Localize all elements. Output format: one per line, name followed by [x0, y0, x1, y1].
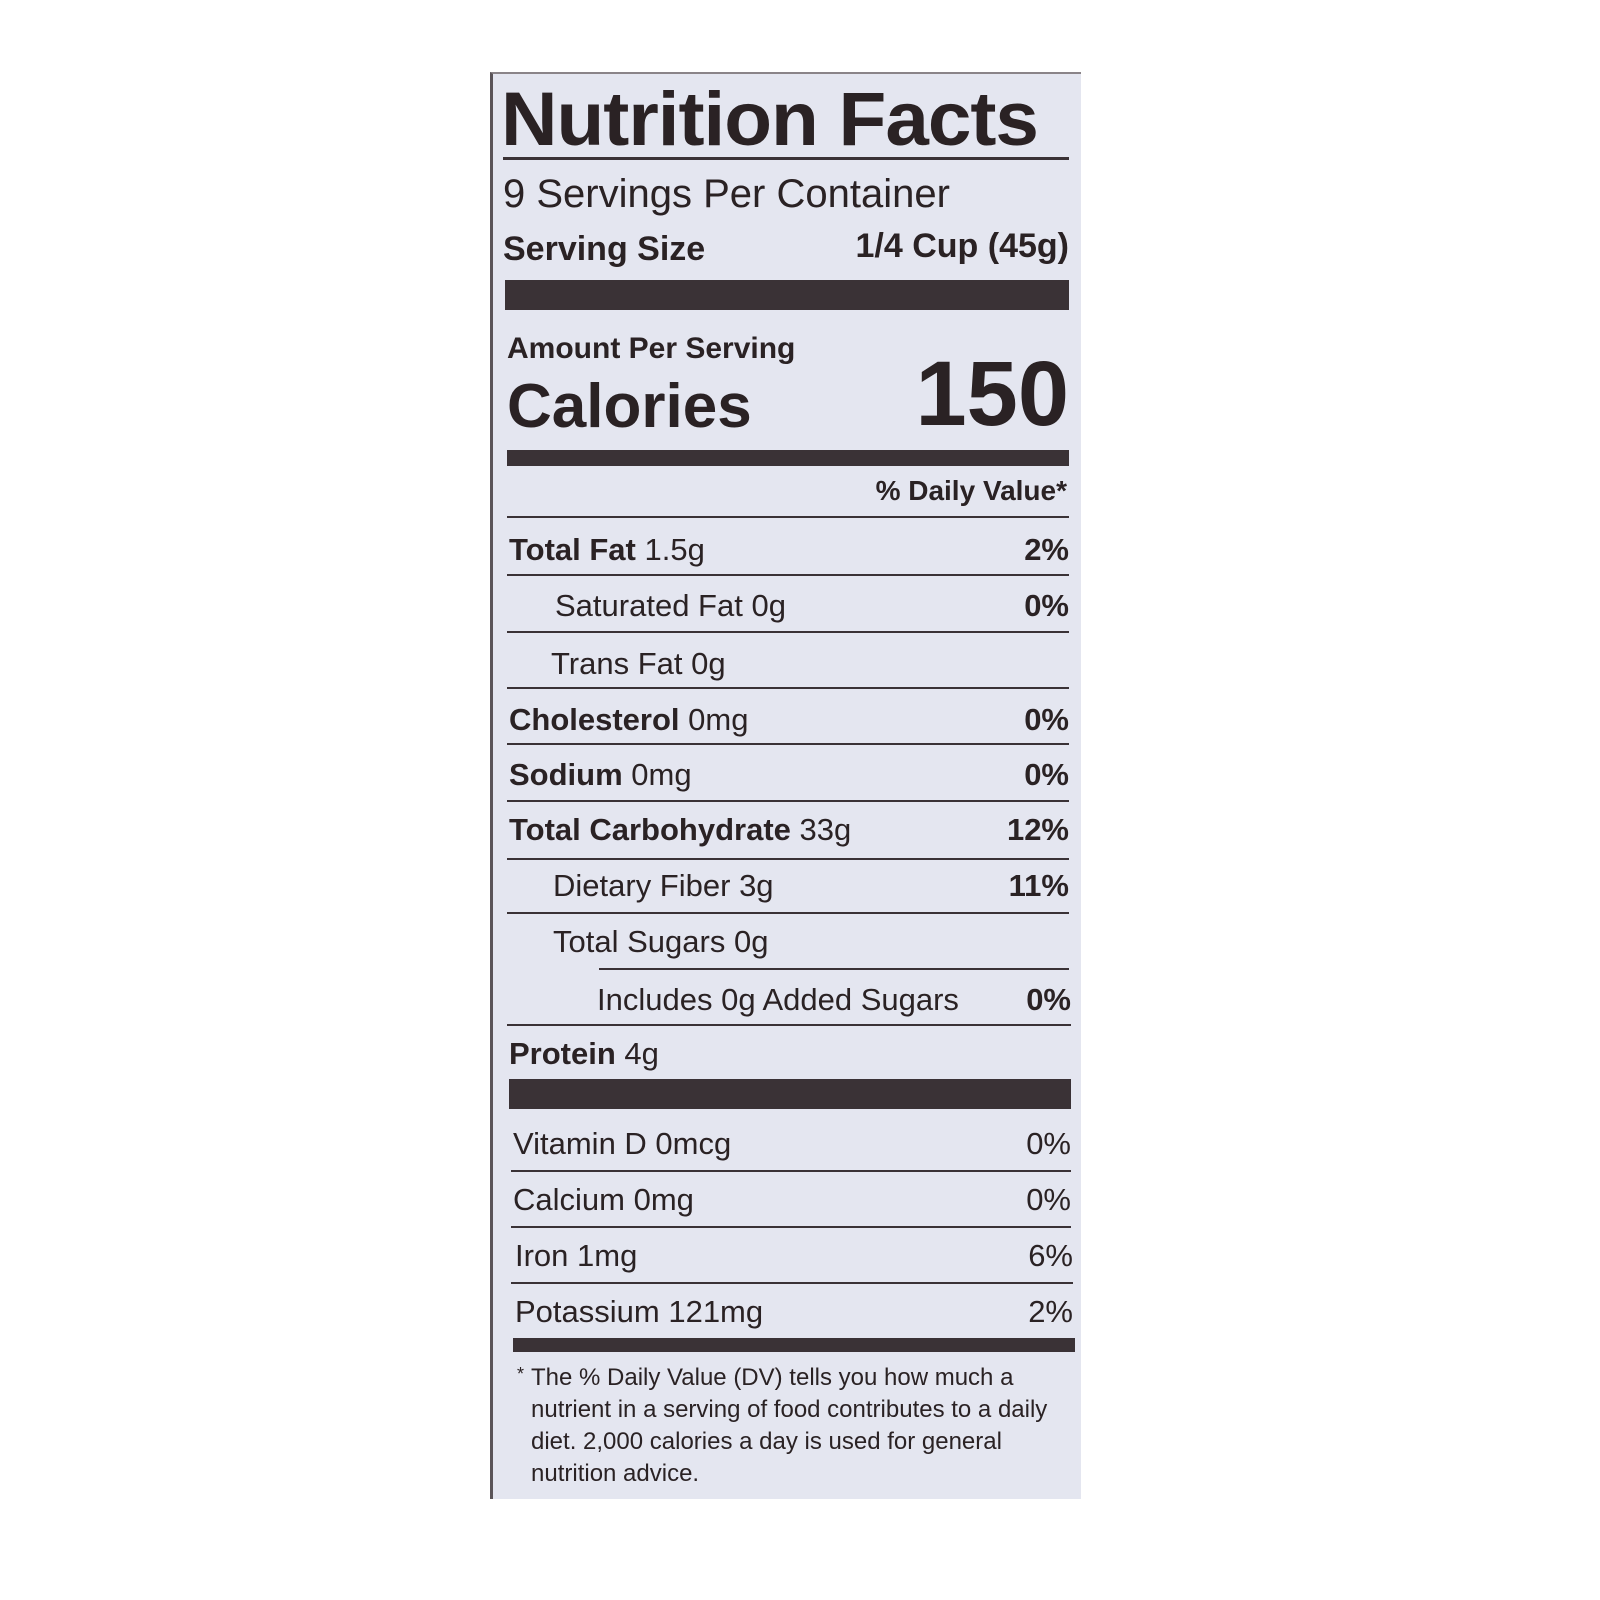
- nutrient-amount: 0g: [691, 646, 726, 681]
- vitamin-row-calcium: Calcium 0mg 0%: [513, 1180, 1071, 1220]
- nutrient-row-total-fat: Total Fat 1.5g 2%: [509, 530, 1069, 570]
- calories-label: Calories: [507, 372, 752, 441]
- nutrient-amount: 0mg: [631, 757, 692, 792]
- divider: [511, 1282, 1073, 1284]
- nutrient-amount: 0mg: [688, 702, 749, 737]
- nutrient-row-total-sugars: Total Sugars 0g: [553, 922, 1069, 962]
- daily-value-header: % Daily Value*: [875, 475, 1067, 506]
- nutrient-name: Total Sugars: [553, 924, 726, 959]
- nutrition-facts-label: Nutrition Facts 9 Servings Per Container…: [490, 72, 1081, 1499]
- divider: [599, 968, 1069, 970]
- nutrient-name: Trans Fat: [551, 646, 683, 681]
- nutrient-dv: 0%: [1024, 588, 1069, 623]
- nutrient-dv: 12%: [1006, 812, 1069, 847]
- nutrient-amount: 4g: [624, 1036, 659, 1071]
- vitamin-name: Iron 1mg: [515, 1238, 638, 1273]
- divider: [507, 516, 1069, 518]
- serving-size-label: Serving Size: [503, 230, 706, 268]
- amount-per-serving: Amount Per Serving: [507, 332, 796, 365]
- nutrient-name: Protein: [509, 1036, 616, 1071]
- nutrient-amount: 33g: [799, 812, 852, 847]
- nutrient-row-added-sugars: Includes 0g Added Sugars 0%: [597, 980, 1071, 1020]
- nutrient-row-saturated-fat: Saturated Fat 0g 0%: [555, 586, 1069, 626]
- thick-divider: [505, 280, 1069, 310]
- nutrient-name: Sodium: [509, 757, 623, 792]
- nutrient-amount: 3g: [739, 868, 774, 903]
- divider: [507, 743, 1069, 745]
- divider: [511, 1170, 1071, 1172]
- vitamin-dv: 2%: [1028, 1294, 1073, 1329]
- nutrient-name: Total Carbohydrate: [509, 812, 791, 847]
- footnote-text: The % Daily Value (DV) tells you how muc…: [531, 1364, 1048, 1487]
- nutrient-row-total-carbohydrate: Total Carbohydrate 33g 12%: [509, 810, 1069, 850]
- nutrient-row-sodium: Sodium 0mg 0%: [509, 755, 1069, 795]
- vitamin-name: Calcium 0mg: [513, 1182, 694, 1217]
- nutrient-dv: 0%: [1026, 982, 1071, 1017]
- vitamin-row-potassium: Potassium 121mg 2%: [515, 1292, 1073, 1332]
- calories-value: 150: [915, 343, 1070, 445]
- footnote: * The % Daily Value (DV) tells you how m…: [517, 1362, 1071, 1490]
- nutrient-row-protein: Protein 4g: [509, 1034, 1069, 1074]
- nutrient-dv: 0%: [1024, 757, 1069, 792]
- vitamin-dv: 6%: [1028, 1238, 1073, 1273]
- divider: [507, 912, 1069, 914]
- divider: [507, 687, 1069, 689]
- divider: [507, 574, 1069, 576]
- nutrient-amount: 1.5g: [644, 532, 705, 567]
- serving-size-value: 1/4 Cup (45g): [855, 227, 1069, 265]
- nutrient-dv: 11%: [1008, 868, 1069, 903]
- thick-divider: [509, 1079, 1071, 1109]
- medium-divider: [513, 1338, 1075, 1352]
- vitamin-name: Potassium 121mg: [515, 1294, 764, 1329]
- label-title: Nutrition Facts: [501, 77, 1039, 162]
- nutrient-amount: 0g: [733, 924, 769, 959]
- nutrient-row-trans-fat: Trans Fat 0g: [551, 644, 1069, 684]
- nutrient-name: Total Fat: [509, 532, 636, 567]
- nutrient-dv: 0%: [1024, 702, 1069, 737]
- divider: [511, 1226, 1071, 1228]
- medium-divider: [507, 450, 1069, 466]
- nutrient-name: Includes 0g Added Sugars: [597, 982, 959, 1017]
- footnote-marker: *: [517, 1364, 525, 1384]
- vitamin-name: Vitamin D 0mcg: [513, 1126, 732, 1161]
- vitamin-row-iron: Iron 1mg 6%: [515, 1236, 1073, 1276]
- servings-per-container: 9 Servings Per Container: [503, 172, 950, 216]
- divider: [507, 800, 1069, 802]
- vitamin-dv: 0%: [1026, 1182, 1071, 1217]
- nutrient-name: Saturated Fat: [555, 588, 743, 623]
- divider: [507, 631, 1069, 633]
- nutrient-dv: 2%: [1024, 532, 1069, 567]
- nutrient-row-cholesterol: Cholesterol 0mg 0%: [509, 700, 1069, 740]
- nutrient-amount: 0g: [751, 588, 786, 623]
- vitamin-row-vitamin-d: Vitamin D 0mcg 0%: [513, 1124, 1071, 1164]
- divider: [507, 1024, 1071, 1026]
- nutrient-name: Cholesterol: [509, 702, 680, 737]
- vitamin-dv: 0%: [1026, 1126, 1071, 1161]
- divider: [503, 157, 1069, 160]
- divider: [507, 858, 1069, 860]
- nutrient-name: Dietary Fiber: [553, 868, 731, 903]
- nutrient-row-dietary-fiber: Dietary Fiber 3g 11%: [553, 866, 1069, 906]
